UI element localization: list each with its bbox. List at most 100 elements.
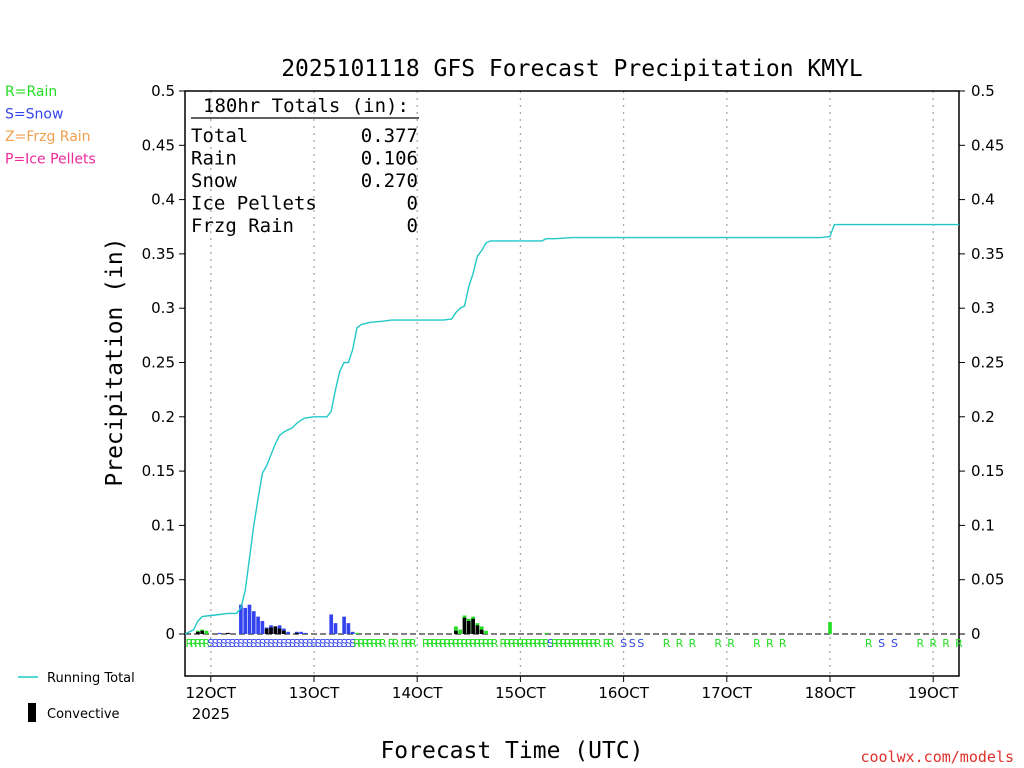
y-tick-label: 0.1: [971, 516, 995, 534]
precip-type-marker: R: [529, 637, 537, 650]
precip-type-marker: R: [551, 637, 559, 650]
precip-type-marker: R: [392, 637, 400, 650]
precip-type-marker: R: [478, 637, 486, 650]
precip-type-marker: S: [242, 637, 249, 650]
totals-row-label: Frzg Rain: [191, 215, 294, 237]
precip-type-marker: R: [929, 637, 937, 650]
precip-bar: [333, 623, 338, 634]
convective-bars: [196, 617, 484, 634]
totals-row-label: Rain: [191, 148, 237, 170]
convective-bar: [282, 630, 286, 634]
totals-row-value: 0.377: [361, 125, 418, 147]
precip-type-marker: R: [590, 637, 598, 650]
y-tick-label: 0.25: [971, 354, 1004, 372]
type-legend-entry: P=Ice Pellets: [5, 152, 96, 168]
precip-type-marker: R: [538, 637, 546, 650]
precip-type-marker: R: [560, 637, 568, 650]
y-tick-label: 0.05: [971, 571, 1004, 589]
precip-bar: [544, 632, 549, 634]
precip-type-marker: S: [302, 637, 309, 650]
convective-legend-label: Convective: [47, 707, 120, 722]
precip-type-marker: R: [190, 637, 198, 650]
precip-type-marker: R: [400, 637, 408, 650]
precip-type-marker: S: [349, 637, 356, 650]
precip-type-marker: S: [207, 637, 214, 650]
precip-type-marker: R: [534, 637, 542, 650]
precip-type-marker: S: [259, 637, 266, 650]
precip-bar: [484, 630, 488, 634]
y-tick-label: 0.15: [971, 462, 1004, 480]
convective-bar: [273, 626, 278, 634]
y-tick-label: 0.4: [151, 191, 175, 209]
x-tick-sublabel: 2025: [192, 705, 230, 723]
precip-type-marker: S: [237, 637, 244, 650]
convective-bar: [264, 628, 269, 634]
y-tick-label: 0: [165, 625, 175, 643]
precip-type-marker: R: [585, 637, 593, 650]
precip-type-marker: S: [263, 637, 270, 650]
precip-type-marker: S: [233, 637, 240, 650]
convective-bar: [471, 618, 475, 634]
precip-type-marker: S: [306, 637, 313, 650]
precip-type-marker: R: [865, 637, 873, 650]
precip-type-marker: S: [315, 637, 322, 650]
y-axis-label: Precipitation (in): [102, 237, 128, 486]
precip-type-marker: R: [727, 637, 735, 650]
precip-type-marker: R: [469, 637, 477, 650]
precip-type-marker: R: [388, 637, 396, 650]
precip-type-marker: R: [370, 637, 378, 650]
precip-bar: [204, 630, 209, 634]
precip-type-marker: R: [607, 637, 615, 650]
precip-type-marker: R: [452, 637, 460, 650]
precip-type-marker: S: [216, 637, 223, 650]
credit-text: coolwx.com/models: [860, 748, 1014, 766]
x-tick-label: 14OCT: [392, 684, 443, 702]
precip-type-marker: R: [689, 637, 697, 650]
precip-type-marker: R: [753, 637, 761, 650]
y-tick-label: 0.35: [971, 245, 1004, 263]
precip-type-marker: R: [185, 637, 193, 650]
x-axis: 12OCT 2025 13OCT 14OCT 15OCT 16OCT 17OCT 18OCT 1…: [186, 676, 959, 723]
totals-row-label: Snow: [191, 170, 237, 192]
precip-type-marker: S: [332, 637, 339, 650]
precip-type-marker: S: [891, 637, 898, 650]
precip-type-marker: R: [594, 637, 602, 650]
precip-type-marker: R: [456, 637, 464, 650]
totals-header: 180hr Totals (in):: [203, 95, 409, 117]
precip-type-marker: R: [357, 637, 365, 650]
precip-type-marker: S: [225, 637, 232, 650]
precip-bar: [828, 622, 832, 634]
precip-type-marker: R: [422, 637, 430, 650]
precip-type-marker: R: [465, 637, 473, 650]
x-tick-label: 18OCT: [805, 684, 856, 702]
precip-type-marker: R: [448, 637, 456, 650]
precip-bar: [342, 616, 346, 634]
running-total-line: [184, 223, 959, 635]
precip-type-marker: R: [362, 637, 370, 650]
precip-type-marker: S: [280, 637, 287, 650]
convective-bar: [454, 630, 458, 634]
convective-bar: [196, 631, 200, 634]
y-tick-label: 0.45: [142, 136, 175, 154]
totals-row-value: 0.106: [361, 148, 418, 170]
precip-type-marker: R: [482, 637, 490, 650]
precip-type-marker: R: [405, 637, 413, 650]
x-tick-label: 13OCT: [289, 684, 340, 702]
y-tick-label: 0.25: [142, 354, 175, 372]
totals-row-label: Total: [191, 125, 248, 147]
precip-type-marker: R: [486, 637, 494, 650]
precip-bar: [303, 632, 308, 634]
precip-bar: [217, 632, 222, 634]
precip-type-marker: S: [298, 637, 305, 650]
precip-type-marker: S: [629, 637, 636, 650]
precip-bar: [299, 631, 303, 634]
precip-type-marker: S: [293, 637, 300, 650]
precip-type-marker: R: [779, 637, 787, 650]
precip-bar: [454, 626, 458, 634]
precip-type-marker: S: [620, 637, 627, 650]
precip-type-marker: R: [916, 637, 924, 650]
precip-type-marker: R: [512, 637, 520, 650]
precip-type-marker: S: [311, 637, 318, 650]
y-tick-label: 0.2: [971, 408, 995, 426]
